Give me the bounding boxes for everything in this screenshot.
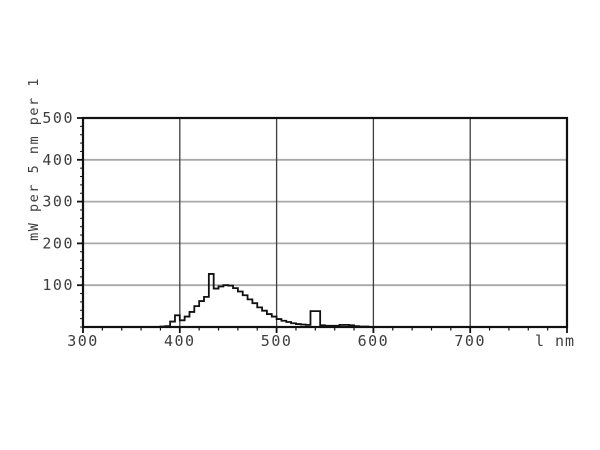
- x-tick-label: 300: [67, 332, 99, 350]
- x-tick-label: 400: [164, 332, 196, 350]
- spd-step-curve: [83, 273, 567, 328]
- y-tick-label: 200: [42, 234, 74, 252]
- x-axis-unit-label: l nm: [535, 332, 575, 350]
- x-tick-label: 600: [358, 332, 390, 350]
- y-tick-label: 500: [42, 109, 74, 127]
- y-axis-title: mW per 5 nm per 1: [26, 77, 42, 241]
- plot-border: [81, 116, 569, 329]
- y-tick-label: 100: [42, 276, 74, 294]
- y-tick-label: 400: [42, 151, 74, 169]
- x-tick-label: 500: [261, 332, 293, 350]
- x-tick-label: 700: [454, 332, 486, 350]
- y-tick-label: 300: [42, 193, 74, 211]
